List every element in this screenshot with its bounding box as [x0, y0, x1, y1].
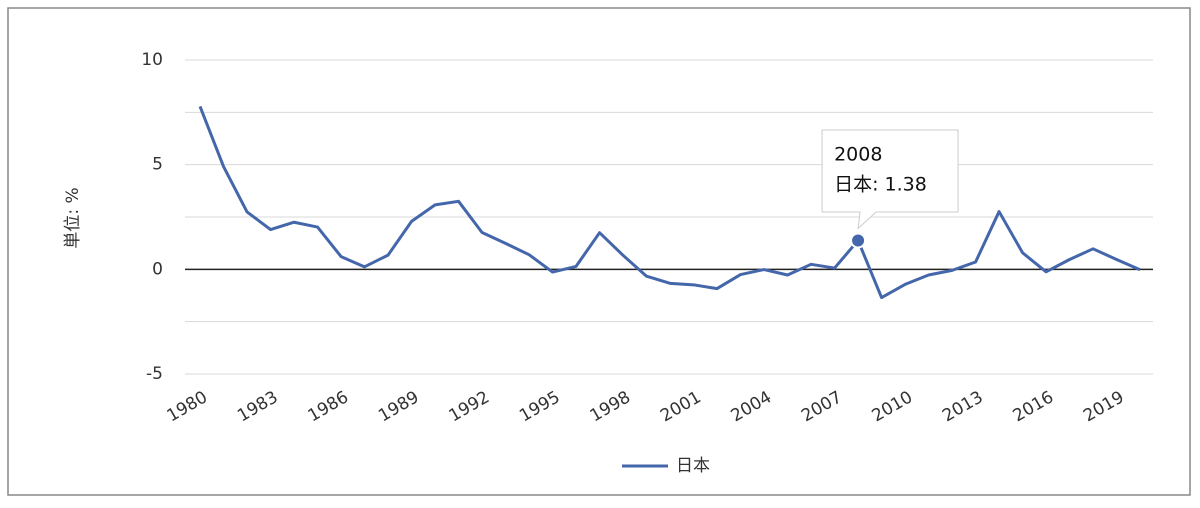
tooltip-label: 日本: 1.38: [834, 174, 927, 196]
y-tick-label: -5: [146, 364, 163, 384]
y-tick-label: 0: [152, 259, 163, 279]
tooltip-title: 2008: [834, 144, 882, 166]
chart-frame: [7, 7, 1191, 496]
y-tick-label: 10: [141, 50, 163, 70]
highlight-point: [850, 232, 867, 249]
y-tick-label: 5: [152, 155, 163, 175]
data-line: [198, 105, 1141, 300]
tooltip-box: [821, 129, 959, 230]
y-axis-label: 単位: %: [63, 187, 83, 248]
legend-label: 日本: [676, 456, 710, 476]
